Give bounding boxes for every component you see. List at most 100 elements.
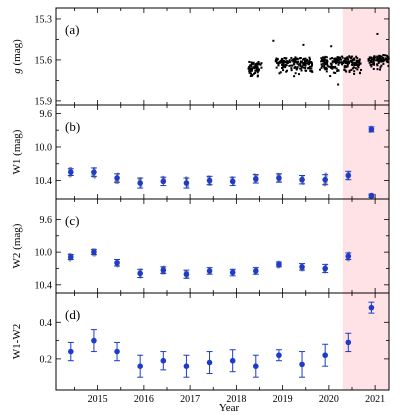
ztf-point — [248, 70, 251, 73]
ztf-point — [370, 59, 373, 62]
ztf-point — [344, 60, 347, 63]
ztf-point — [283, 57, 286, 60]
ztf-point — [343, 66, 346, 69]
ztf-point — [350, 63, 353, 66]
panel-label-d: (d) — [65, 307, 80, 322]
ztf-point — [304, 69, 307, 72]
binned-point — [253, 363, 259, 370]
ztf-point — [308, 60, 311, 63]
ztf-point — [276, 61, 279, 64]
binned-point — [183, 180, 190, 186]
ztf-point — [351, 67, 354, 70]
ztf-point — [337, 83, 340, 86]
x-tick-label: 2019 — [273, 394, 293, 405]
ztf-point — [294, 56, 297, 59]
binned-point — [276, 261, 282, 268]
ztf-point — [373, 63, 376, 66]
ztf-point — [285, 64, 288, 67]
ztf-point — [352, 58, 355, 61]
ztf-point — [336, 59, 339, 62]
y-tick-label: 10.4 — [35, 176, 53, 187]
ztf-point — [282, 62, 285, 65]
ztf-point — [256, 65, 259, 68]
ztf-point — [329, 57, 332, 60]
ztf-point — [345, 65, 348, 68]
ztf-point — [372, 59, 375, 62]
binned-point — [206, 359, 213, 366]
ztf-point — [322, 62, 325, 65]
ztf-point — [376, 57, 379, 60]
ztf-point — [348, 69, 351, 72]
ztf-point — [251, 62, 254, 65]
ztf-point — [323, 59, 326, 62]
ztf-point — [299, 57, 302, 60]
ztf-point — [302, 66, 305, 69]
ztf-point — [282, 69, 285, 72]
ztf-point — [329, 62, 332, 65]
ztf-point — [256, 66, 259, 69]
ztf-point — [255, 66, 258, 69]
binned-point — [345, 253, 352, 260]
ztf-point — [310, 65, 313, 68]
y-tick-label: 9.6 — [40, 109, 53, 120]
ztf-point — [250, 72, 253, 75]
ztf-point — [322, 56, 325, 59]
ztf-point — [289, 61, 292, 64]
ztf-point — [290, 64, 293, 67]
binned-point — [114, 348, 120, 355]
ztf-point — [292, 60, 295, 63]
ztf-point — [353, 63, 356, 66]
ztf-point — [249, 69, 252, 72]
ztf-point — [387, 64, 390, 67]
ztf-point — [358, 71, 361, 74]
ztf-point — [290, 69, 293, 72]
ztf-point — [333, 66, 336, 69]
ztf-point — [293, 66, 296, 69]
ztf-point — [376, 32, 379, 35]
x-tick-label: 2021 — [365, 394, 385, 405]
ztf-point — [354, 67, 357, 70]
ztf-point — [307, 62, 310, 65]
ztf-point — [305, 59, 308, 62]
ztf-point — [254, 71, 257, 74]
binned-point — [345, 339, 352, 346]
ztf-point — [346, 65, 349, 68]
ztf-point — [293, 57, 296, 60]
ztf-point — [322, 58, 325, 61]
ztf-point — [309, 58, 312, 61]
ztf-point — [330, 66, 333, 69]
ztf-point — [323, 57, 326, 60]
ztf-point — [282, 64, 285, 67]
ztf-point — [326, 60, 329, 63]
binned-point — [137, 180, 143, 186]
ztf-point — [304, 63, 307, 66]
binned-point — [160, 357, 167, 364]
ztf-point — [300, 69, 303, 72]
ztf-point — [307, 61, 310, 64]
ztf-point — [372, 61, 375, 64]
ztf-point — [336, 61, 339, 64]
ztf-point — [357, 61, 360, 64]
ztf-point — [296, 58, 299, 61]
ztf-point — [255, 69, 258, 72]
ztf-point — [296, 62, 299, 65]
binned-point — [322, 176, 328, 183]
ztf-point — [310, 62, 313, 65]
ztf-point — [277, 64, 280, 67]
ztf-point — [288, 64, 291, 67]
ztf-point — [323, 65, 326, 68]
ztf-point — [382, 54, 385, 57]
ztf-point — [342, 59, 345, 62]
ztf-point — [304, 57, 307, 60]
ztf-point — [371, 58, 374, 61]
ztf-point — [357, 59, 360, 62]
binned-point — [91, 249, 97, 255]
ztf-point — [327, 65, 330, 68]
highlight-region-b — [342, 105, 389, 199]
ztf-point — [304, 62, 307, 65]
ztf-point — [250, 68, 253, 71]
ztf-point — [256, 68, 259, 71]
panel-frame-c — [55, 198, 390, 294]
binned-point — [253, 268, 259, 274]
ztf-point — [256, 62, 259, 65]
